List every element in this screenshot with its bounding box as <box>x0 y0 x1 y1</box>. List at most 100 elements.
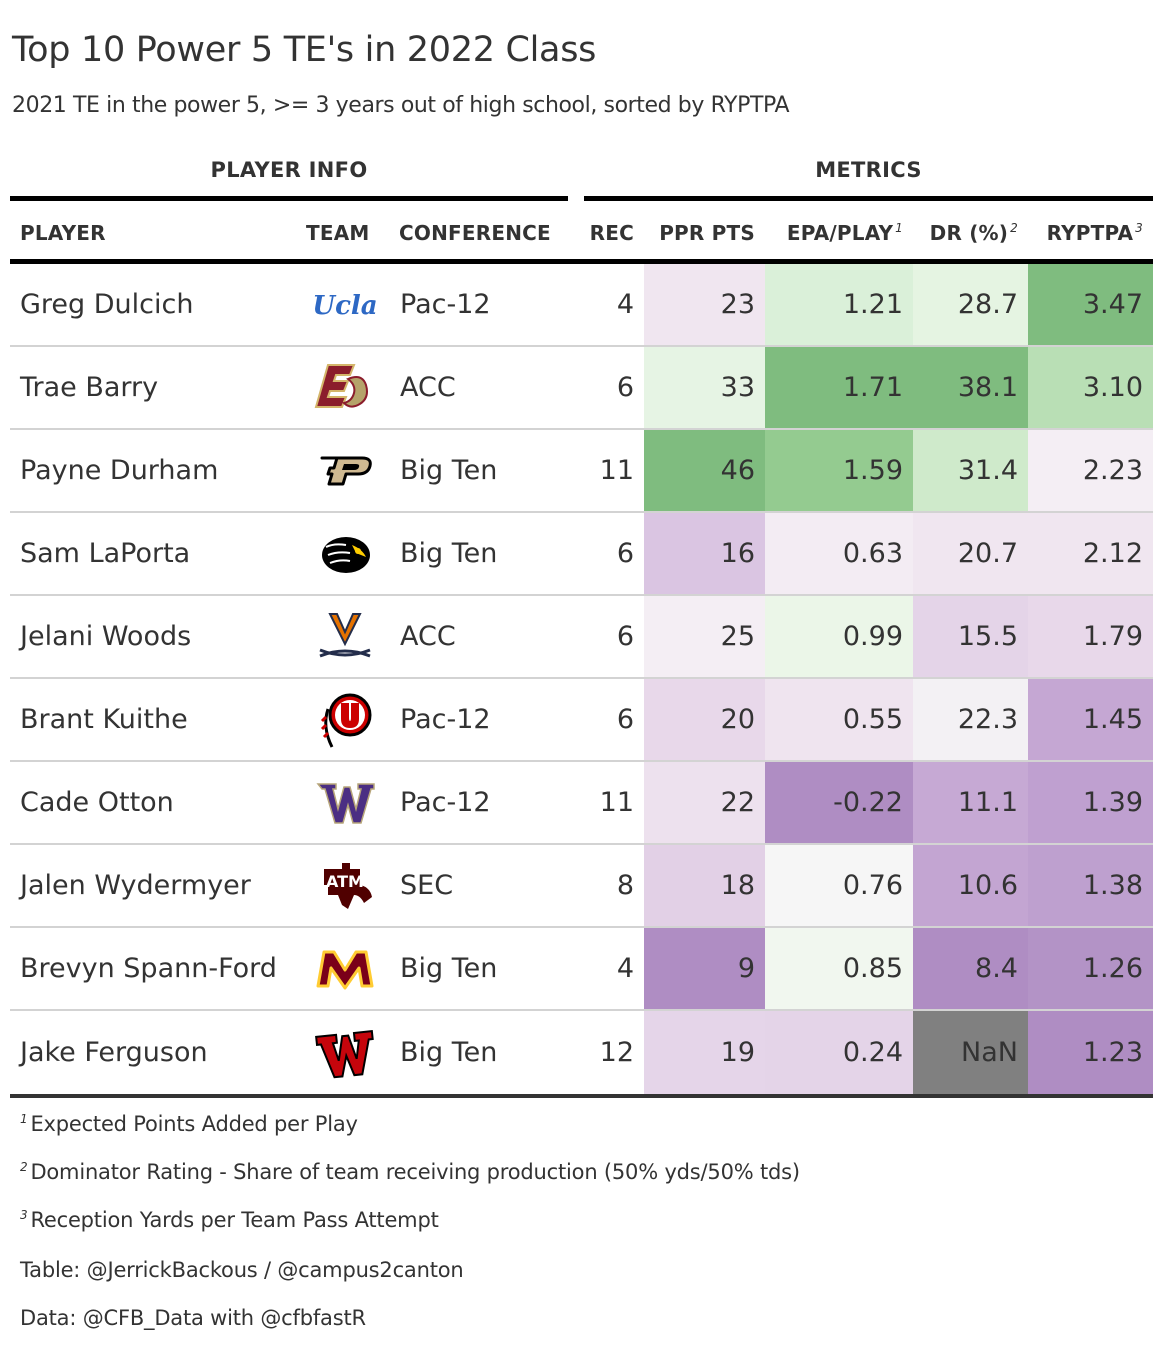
ppr-value: 46 <box>644 430 765 511</box>
dr-value: 15.5 <box>913 596 1028 677</box>
boston-college-logo <box>314 357 376 419</box>
washington-logo <box>314 772 376 834</box>
team-logo-cell <box>300 928 390 1009</box>
rec-value: 4 <box>616 289 634 320</box>
epa-value: 0.99 <box>765 596 913 677</box>
ppr-value: 9 <box>644 928 765 1009</box>
source-note-data: Data: @CFB_Data with @cfbfastR <box>20 1306 366 1330</box>
ryptpa-value: 1.38 <box>1028 845 1153 926</box>
ppr-value: 20 <box>644 679 765 760</box>
table-row: Payne Durham Big Ten 11 46 1.59 31.4 2.23 <box>10 430 1153 513</box>
dr-value: 31.4 <box>913 430 1028 511</box>
epa-value: 1.59 <box>765 430 913 511</box>
footnote-mark: 3 <box>20 1208 28 1222</box>
rec-value: 6 <box>616 621 634 652</box>
dr-value: 22.3 <box>913 679 1028 760</box>
dr-value: 11.1 <box>913 762 1028 843</box>
footnote-3: 3 Reception Yards per Team Pass Attempt <box>20 1208 439 1232</box>
rec-value: 6 <box>616 704 634 735</box>
spanner-player-info: PLAYER INFO <box>210 158 368 182</box>
spanner-rule-metrics <box>584 196 1153 201</box>
team-logo-cell <box>300 762 390 843</box>
column-header-ryptpa-label: RYPTPA <box>1046 221 1134 245</box>
utah-logo <box>314 689 376 751</box>
team-logo-cell <box>300 347 390 428</box>
wisconsin-logo <box>314 1022 376 1084</box>
team-logo-cell: ATM <box>300 845 390 926</box>
player-name: Jelani Woods <box>20 621 192 652</box>
ryptpa-value: 1.45 <box>1028 679 1153 760</box>
epa-value: 1.71 <box>765 347 913 428</box>
conference: Pac-12 <box>400 704 491 735</box>
ryptpa-value: 1.23 <box>1028 1011 1153 1094</box>
dr-value: 8.4 <box>913 928 1028 1009</box>
epa-value: 0.76 <box>765 845 913 926</box>
table-row: Trae Barry ACC 6 33 1.71 38.1 3.10 <box>10 347 1153 430</box>
rec-value: 8 <box>616 870 634 901</box>
player-name: Cade Otton <box>20 787 174 818</box>
table-row: Cade Otton Pac-12 11 22 -0.22 11.1 1.39 <box>10 762 1153 845</box>
virginia-logo <box>314 606 376 668</box>
svg-text:Ucla: Ucla <box>314 291 376 321</box>
table-subtitle: 2021 TE in the power 5, >= 3 years out o… <box>12 93 790 118</box>
team-logo-cell <box>300 513 390 594</box>
ppr-value: 19 <box>644 1011 765 1094</box>
ryptpa-value: 1.79 <box>1028 596 1153 677</box>
team-logo-cell <box>300 430 390 511</box>
column-header-conference: CONFERENCE <box>399 221 551 245</box>
column-header-ryptpa: RYPTPA 3 <box>1028 221 1143 245</box>
table-row: Jelani Woods ACC 6 25 0.99 15.5 1.79 <box>10 596 1153 679</box>
svg-text:ATM: ATM <box>326 872 364 891</box>
rec-value: 11 <box>599 455 634 486</box>
team-logo-cell: Ucla <box>300 264 390 345</box>
footnote-2: 2 Dominator Rating - Share of team receiv… <box>20 1160 800 1184</box>
ppr-value: 16 <box>644 513 765 594</box>
table-body: Greg Dulcich Ucla Pac-12 4 23 1.21 28.7 3.47 Tra… <box>10 264 1153 1094</box>
player-name: Brant Kuithe <box>20 704 188 735</box>
ryptpa-value: 3.47 <box>1028 264 1153 345</box>
rec-value: 4 <box>616 953 634 984</box>
rec-value: 12 <box>599 1037 634 1068</box>
player-name: Jake Ferguson <box>20 1037 208 1068</box>
ppr-value: 33 <box>644 347 765 428</box>
texas-am-logo: ATM <box>314 855 376 917</box>
player-name: Trae Barry <box>20 372 159 403</box>
conference: Pac-12 <box>400 787 491 818</box>
spanner-metrics: METRICS <box>815 158 922 182</box>
iowa-logo <box>314 523 376 585</box>
source-note-table: Table: @JerrickBackous / @campus2canton <box>20 1258 464 1282</box>
team-logo-cell <box>300 1011 390 1094</box>
player-name: Greg Dulcich <box>20 289 194 320</box>
player-name: Jalen Wydermyer <box>20 870 251 901</box>
footnote-mark: 2 <box>1010 221 1018 236</box>
ppr-value: 25 <box>644 596 765 677</box>
spanner-rule-player-info <box>10 196 568 201</box>
column-header-row: PLAYER TEAM CONFERENCE REC PPR PTS EPA/P… <box>10 200 1153 264</box>
rec-value: 11 <box>599 787 634 818</box>
ppr-value: 23 <box>644 264 765 345</box>
conference: ACC <box>400 621 456 652</box>
column-header-team: TEAM <box>306 221 370 245</box>
column-header-rec: REC <box>589 221 634 245</box>
footnote-1: 1 Expected Points Added per Play <box>20 1112 358 1136</box>
table-title: Top 10 Power 5 TE's in 2022 Class <box>12 30 597 70</box>
purdue-logo <box>314 440 376 502</box>
ryptpa-value: 3.10 <box>1028 347 1153 428</box>
epa-value: 1.21 <box>765 264 913 345</box>
team-logo-cell <box>300 679 390 760</box>
epa-value: 0.85 <box>765 928 913 1009</box>
conference: Big Ten <box>400 538 498 569</box>
table-row: Greg Dulcich Ucla Pac-12 4 23 1.21 28.7 3.47 <box>10 264 1153 347</box>
column-header-dr-label: DR (%) <box>929 221 1009 245</box>
table-bottom-rule <box>10 1094 1153 1098</box>
column-header-epa-label: EPA/PLAY <box>786 221 894 245</box>
team-logo-cell <box>300 596 390 677</box>
table-row: Sam LaPorta Big Ten 6 16 0.63 20.7 2.12 <box>10 513 1153 596</box>
column-header-player: PLAYER <box>20 221 106 245</box>
ppr-value: 18 <box>644 845 765 926</box>
conference: Pac-12 <box>400 289 491 320</box>
rec-value: 6 <box>616 538 634 569</box>
footnote-text: Dominator Rating - Share of team receivi… <box>30 1160 800 1184</box>
table-row: Brevyn Spann-Ford Big Ten 4 9 0.85 8.4 1.26 <box>10 928 1153 1011</box>
player-name: Sam LaPorta <box>20 538 191 569</box>
